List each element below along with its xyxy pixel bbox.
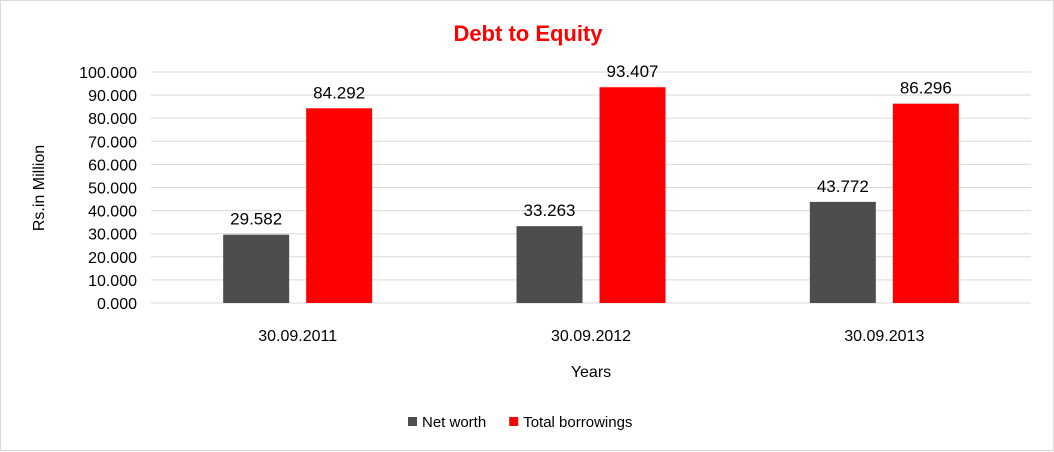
y-tick-label: 60.000 bbox=[88, 157, 137, 174]
x-tick-label: 30.09.2013 bbox=[844, 328, 924, 345]
y-tick-label: 80.000 bbox=[88, 111, 137, 128]
y-tick-label: 0.000 bbox=[97, 296, 137, 313]
data-label: 93.407 bbox=[607, 62, 659, 81]
y-tick-label: 30.000 bbox=[88, 227, 137, 244]
y-axis-ticks: 0.000 10.000 20.000 30.000 40.000 50.000 60.00… bbox=[79, 65, 137, 313]
y-tick-label: 90.000 bbox=[88, 88, 137, 105]
y-tick-label: 70.000 bbox=[88, 134, 137, 151]
y-tick-label: 100.000 bbox=[79, 65, 137, 82]
y-tick-label: 40.000 bbox=[88, 204, 137, 221]
x-tick-label: 30.09.2012 bbox=[551, 328, 631, 345]
data-label: 33.263 bbox=[524, 201, 576, 220]
legend: Net worth Total borrowings bbox=[408, 414, 632, 431]
x-tick-label: 30.09.2011 bbox=[258, 328, 337, 345]
legend-swatch bbox=[509, 417, 519, 426]
legend-label: Total borrowings bbox=[523, 414, 632, 431]
bar-total-borrowings bbox=[892, 103, 959, 303]
data-label: 43.772 bbox=[817, 177, 869, 196]
bar-net-worth bbox=[223, 234, 290, 303]
y-tick-label: 20.000 bbox=[88, 250, 137, 267]
y-tick-label: 10.000 bbox=[88, 273, 137, 290]
data-label: 84.292 bbox=[313, 83, 365, 102]
legend-swatch bbox=[408, 417, 417, 426]
bar-total-borrowings bbox=[306, 108, 373, 303]
data-labels: 29.582 84.292 33.263 93.407 43.772 86.296 bbox=[230, 62, 952, 228]
y-tick-label: 50.000 bbox=[88, 181, 137, 198]
bar-net-worth bbox=[809, 201, 876, 303]
gridlines bbox=[151, 71, 1031, 304]
bars bbox=[223, 87, 959, 303]
x-axis-title: Years bbox=[571, 364, 611, 381]
data-label: 29.582 bbox=[230, 210, 282, 229]
bar-net-worth bbox=[516, 226, 583, 303]
bar-total-borrowings bbox=[599, 87, 666, 303]
data-label: 86.296 bbox=[900, 79, 952, 98]
x-axis-ticks: 30.09.2011 30.09.2012 30.09.2013 bbox=[258, 328, 924, 345]
y-axis-title: Rs.in Million bbox=[31, 145, 48, 231]
legend-label: Net worth bbox=[422, 414, 486, 431]
chart-title: Debt to Equity bbox=[453, 21, 603, 46]
